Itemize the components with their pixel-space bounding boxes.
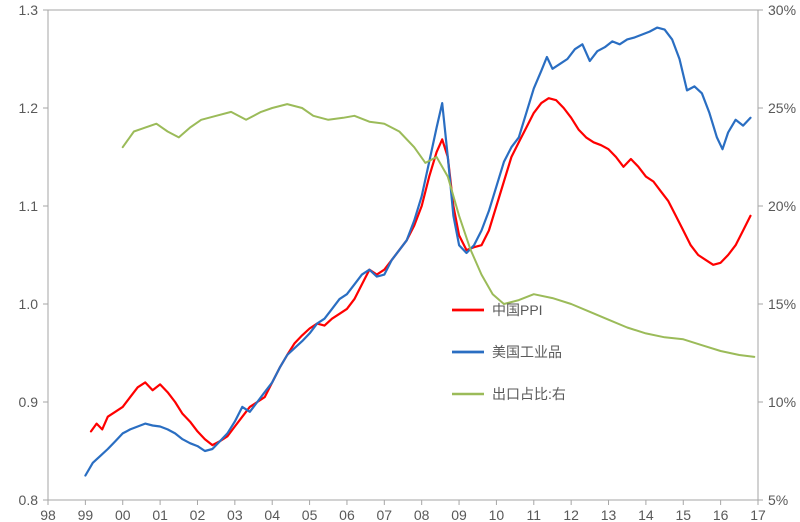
y-right-tick-label: 30%	[768, 2, 796, 18]
y-right-tick-label: 20%	[768, 198, 796, 214]
y-left-tick-label: 1.2	[19, 100, 39, 116]
x-tick-label: 11	[527, 507, 542, 522]
x-tick-label: 98	[40, 507, 56, 522]
x-tick-label: 07	[377, 507, 393, 522]
x-tick-label: 02	[190, 507, 206, 522]
y-right-tick-label: 10%	[768, 394, 796, 410]
x-tick-label: 99	[78, 507, 94, 522]
y-left-tick-label: 0.8	[19, 492, 39, 508]
y-left-tick-label: 1.0	[19, 296, 39, 312]
x-tick-label: 01	[152, 507, 168, 522]
x-tick-label: 08	[414, 507, 430, 522]
x-tick-label: 10	[489, 507, 505, 522]
x-tick-label: 09	[451, 507, 467, 522]
line-chart: 98 99 00 01 02 03 04 05 06 07 08 09 10 11 12 13 14 15 16 17…	[0, 0, 800, 522]
legend-label-us_industrial: 美国工业品	[492, 344, 562, 360]
x-tick-label: 00	[115, 507, 131, 522]
legend-label-export_share: 出口占比:右	[492, 386, 566, 402]
legend-label-china_ppi: 中国PPI	[492, 302, 543, 318]
y-right-tick-label: 15%	[768, 296, 796, 312]
x-tick-label: 03	[227, 507, 243, 522]
x-tick-label: 15	[675, 507, 691, 522]
x-tick-label: 17	[750, 507, 766, 522]
y-right-tick-label: 25%	[768, 100, 796, 116]
x-tick-label: 04	[264, 507, 280, 522]
x-tick-label: 14	[638, 507, 654, 522]
x-tick-label: 05	[302, 507, 318, 522]
x-tick-label: 13	[601, 507, 617, 522]
y-left-tick-label: 0.9	[19, 394, 39, 410]
y-left-tick-label: 1.1	[19, 198, 39, 214]
y-right-tick-label: 5%	[768, 492, 788, 508]
x-tick-label: 16	[713, 507, 729, 522]
x-tick-label: 12	[563, 507, 579, 522]
y-left-tick-label: 1.3	[19, 2, 39, 18]
x-tick-label: 06	[339, 507, 355, 522]
